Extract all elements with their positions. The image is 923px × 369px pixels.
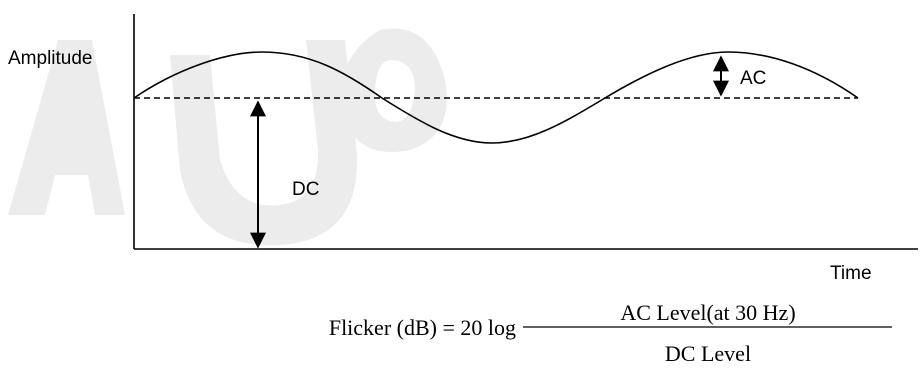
formula-denominator: DC Level	[665, 341, 751, 366]
y-axis-label: Amplitude	[8, 48, 93, 69]
watermark-letter-o	[341, 28, 447, 152]
watermark-letter-u	[170, 40, 358, 246]
watermark-letter-a	[8, 40, 125, 215]
formula-lhs: Flicker (dB) = 20 log	[329, 315, 516, 340]
flicker-formula: Flicker (dB) = 20 log AC Level(at 30 Hz)…	[329, 300, 892, 366]
ac-label: AC	[740, 68, 766, 89]
flicker-waveform	[133, 51, 859, 144]
dc-label: DC	[292, 179, 319, 200]
formula-numerator: AC Level(at 30 Hz)	[620, 300, 795, 325]
x-axis-label: Time	[830, 263, 872, 284]
